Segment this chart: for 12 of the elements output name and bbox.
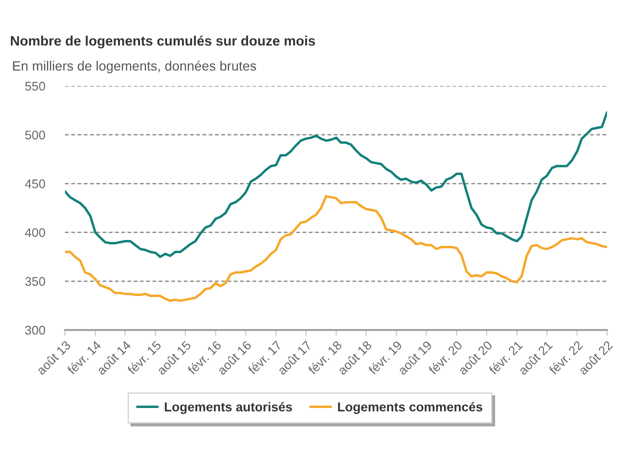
- legend-label: Logements commencés: [338, 402, 482, 414]
- y-tick-label: 350: [25, 277, 46, 286]
- line-series: [65, 111, 607, 258]
- legend-label: Logements autorisés: [164, 402, 292, 414]
- y-tick-label: 450: [24, 179, 46, 188]
- chart-subtitle: En milliers de logements, données brutes: [13, 60, 256, 74]
- y-tick-label: 400: [24, 228, 46, 238]
- chart-title: Nombre de logements cumulés sur douze mois: [10, 36, 315, 48]
- y-tick-label: 300: [25, 326, 46, 335]
- y-tick-label: 500: [25, 130, 46, 140]
- y-tick-label: 550: [25, 82, 46, 91]
- line-series: [65, 195, 607, 302]
